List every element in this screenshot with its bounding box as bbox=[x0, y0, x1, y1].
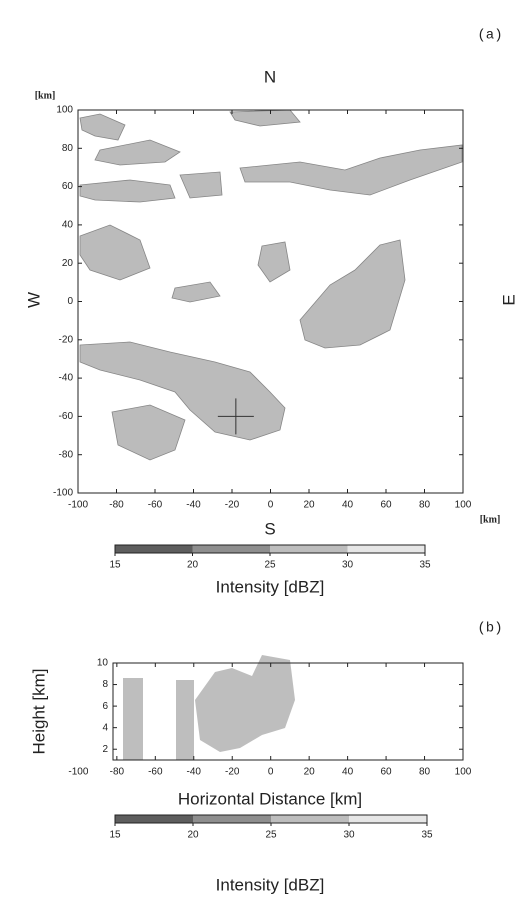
echo bbox=[111, 404, 186, 461]
x-tick-label: -100 bbox=[68, 767, 88, 778]
echo-field-a bbox=[79, 109, 463, 461]
colorbar-tick-label: 35 bbox=[421, 830, 433, 841]
y-tick-label: 6 bbox=[102, 701, 108, 712]
top-label: N bbox=[264, 67, 276, 86]
right-label: E bbox=[499, 294, 518, 305]
colorbar-segment bbox=[349, 815, 427, 823]
y-tick-label: 8 bbox=[102, 679, 108, 690]
x-tick-label: -40 bbox=[187, 767, 202, 778]
colorbar-segment bbox=[115, 815, 193, 823]
x-tick-label: 0 bbox=[268, 767, 274, 778]
echo bbox=[94, 139, 181, 166]
x-tick-label: -60 bbox=[148, 767, 163, 778]
echo bbox=[79, 224, 151, 281]
x-tick-label: -20 bbox=[225, 500, 240, 511]
y-tick-label: -40 bbox=[59, 373, 74, 384]
y-tick-label: -60 bbox=[59, 411, 74, 422]
echo bbox=[79, 179, 176, 203]
x-tick-label: 20 bbox=[303, 500, 315, 511]
colorbar-label: Intensity [dBZ] bbox=[216, 875, 325, 894]
panel-label: (b) bbox=[477, 621, 502, 637]
xlabel: Horizontal Distance [km] bbox=[178, 789, 362, 808]
colorbar-tick-label: 30 bbox=[342, 560, 354, 571]
echo bbox=[179, 171, 223, 199]
echo bbox=[229, 109, 301, 127]
y-unit: [km] bbox=[35, 90, 56, 101]
x-tick-label: -80 bbox=[109, 500, 124, 511]
y-tick-label: 4 bbox=[102, 722, 108, 733]
echo bbox=[123, 678, 143, 760]
x-tick-label: 60 bbox=[381, 767, 393, 778]
echo bbox=[79, 341, 286, 441]
colorbar-tick-label: 35 bbox=[419, 560, 431, 571]
x-tick-label: 40 bbox=[342, 767, 354, 778]
y-tick-label: 40 bbox=[62, 220, 74, 231]
colorbar-label: Intensity [dBZ] bbox=[216, 577, 325, 596]
left-label: W bbox=[24, 292, 43, 308]
bottom-label: S bbox=[264, 519, 275, 538]
x-tick-label: 0 bbox=[268, 500, 274, 511]
x-tick-label: -100 bbox=[68, 500, 88, 511]
y-tick-label: 10 bbox=[97, 658, 109, 669]
x-tick-label: 80 bbox=[419, 767, 431, 778]
colorbar-tick-label: 25 bbox=[264, 560, 276, 571]
y-tick-label: 2 bbox=[102, 744, 108, 755]
plot-frame bbox=[112, 662, 464, 761]
x-tick-label: -60 bbox=[148, 500, 163, 511]
echo bbox=[257, 241, 291, 283]
y-tick-label: 80 bbox=[62, 143, 74, 154]
y-tick-label: 20 bbox=[62, 258, 74, 269]
colorbar-segment bbox=[115, 545, 193, 553]
colorbar-tick-label: 30 bbox=[343, 830, 355, 841]
y-tick-label: 100 bbox=[56, 105, 73, 116]
y-tick-label: 0 bbox=[67, 296, 73, 307]
y-tick-label: -20 bbox=[59, 334, 74, 345]
echo bbox=[195, 655, 295, 752]
x-unit: [km] bbox=[480, 514, 501, 525]
x-tick-label: 60 bbox=[380, 500, 392, 511]
x-tick-label: 20 bbox=[304, 767, 316, 778]
colorbar-tick-label: 20 bbox=[187, 830, 199, 841]
echo bbox=[299, 239, 406, 349]
echo bbox=[239, 144, 463, 196]
x-tick-label: 100 bbox=[455, 500, 472, 511]
x-tick-label: 40 bbox=[342, 500, 354, 511]
colorbar-segment bbox=[193, 815, 271, 823]
colorbar-tick-label: 15 bbox=[109, 830, 121, 841]
panel-label: (a) bbox=[477, 28, 502, 44]
y-tick-label: -100 bbox=[53, 488, 73, 499]
echo bbox=[171, 281, 221, 303]
echo bbox=[79, 113, 126, 141]
y-tick-label: 60 bbox=[62, 181, 74, 192]
x-tick-label: -40 bbox=[186, 500, 201, 511]
colorbar-segment bbox=[192, 545, 270, 553]
x-tick-label: -20 bbox=[225, 767, 240, 778]
colorbar-tick-label: 25 bbox=[265, 830, 277, 841]
x-tick-label: 100 bbox=[455, 767, 472, 778]
colorbar-tick-label: 20 bbox=[187, 560, 199, 571]
y-tick-label: -80 bbox=[59, 449, 74, 460]
echo-field-b bbox=[123, 655, 295, 760]
colorbar-segment bbox=[347, 545, 425, 553]
colorbar-tick-label: 15 bbox=[109, 560, 121, 571]
y-axis-label: Height [km] bbox=[29, 669, 48, 755]
colorbar-segment bbox=[271, 815, 349, 823]
echo bbox=[176, 680, 194, 760]
x-tick-label: 80 bbox=[419, 500, 431, 511]
x-tick-label: -80 bbox=[110, 767, 125, 778]
colorbar-segment bbox=[270, 545, 348, 553]
